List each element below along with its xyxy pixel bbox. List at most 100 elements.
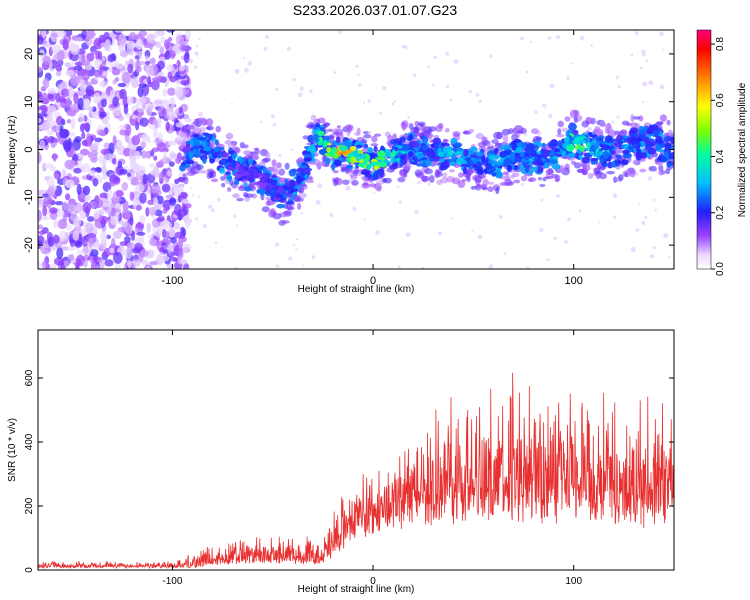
signal-blob [616,160,622,164]
signal-blob [369,183,377,188]
noise-blob [53,257,64,266]
faint-dot [292,77,297,82]
faint-dot [549,83,555,89]
faint-dot [358,83,362,87]
noise-blob [181,243,190,254]
signal-blob [298,186,305,194]
signal-blob [615,154,622,159]
noise-blob [58,95,66,103]
noise-blob [125,224,134,235]
signal-blob [601,144,610,151]
signal-blob [332,170,339,174]
noise-blob [124,60,130,67]
noise-blob [114,77,120,82]
signal-blob [468,128,475,133]
signal-blob [199,126,206,134]
signal-blob [443,138,449,143]
signal-blob [461,178,467,183]
noise-blob [41,215,50,221]
noise-blob [174,85,184,98]
noise-blob [39,139,46,150]
faint-dot [451,217,454,220]
faint-dot [644,215,648,219]
signal-blob [487,186,494,193]
noise-blob [184,117,192,123]
noise-blob [137,112,143,119]
signal-blob [612,138,618,142]
noise-blob [67,254,74,261]
faint-dot [566,76,570,80]
noise-blob [179,191,189,199]
noise-blob [115,140,123,149]
noise-blob [74,136,82,143]
signal-blob [623,152,632,159]
signal-blob [421,136,429,145]
noise-blob [166,170,172,177]
faint-dot [654,208,657,212]
signal-blob [207,171,214,179]
faint-dot [520,36,525,41]
signal-blob [658,164,664,172]
signal-blob [399,159,404,167]
noise-blob [38,230,46,235]
signal-blob [420,144,430,151]
signal-blob [205,118,214,127]
signal-blob [178,176,187,181]
signal-blob [339,145,348,152]
signal-blob [261,206,270,213]
signal-blob [271,159,277,167]
signal-blob [253,147,259,151]
signal-blob [376,150,386,157]
faint-dot [641,220,646,225]
noise-blob [175,122,184,128]
signal-blob [202,146,212,152]
signal-blob [599,172,608,180]
faint-dot [427,182,431,186]
noise-blob [47,93,54,100]
signal-blob [545,158,551,164]
signal-blob [287,187,295,194]
noise-blob [68,39,74,52]
noise-blob [52,138,59,144]
signal-blob [265,152,271,159]
signal-blob [639,130,648,135]
noise-blob [60,88,70,97]
signal-blob [629,169,636,178]
noise-blob [150,57,156,65]
signal-blob [244,158,249,165]
noise-blob [42,106,48,113]
signal-blob [372,173,377,181]
signal-blob [373,145,378,153]
signal-blob [222,152,230,158]
faint-dot [453,59,459,65]
snr-frame [37,329,675,571]
noise-blob [40,243,49,249]
signal-blob [305,124,314,129]
noise-blob [62,139,73,150]
noise-blob [113,111,122,116]
faint-dot [548,113,553,119]
signal-blob [585,147,591,151]
noise-blob [180,226,185,233]
noise-blob [119,129,129,136]
signal-blob [667,129,674,137]
faint-dot [292,243,295,247]
noise-blob [65,97,72,109]
faint-dot [617,85,621,89]
signal-blob [449,169,455,173]
signal-blob [609,146,615,150]
signal-blob [656,121,664,125]
noise-blob [92,92,101,104]
faint-dot [523,132,528,137]
noise-blob [122,95,127,106]
faint-dot [391,102,395,106]
signal-blob [623,145,628,149]
noise-blob [126,241,136,250]
signal-blob [551,163,561,170]
noise-blob [93,38,103,50]
noise-blob [66,109,77,117]
signal-blob [513,179,521,184]
signal-blob [394,146,399,152]
noise-blob [123,147,132,157]
noise-blob [38,261,42,269]
